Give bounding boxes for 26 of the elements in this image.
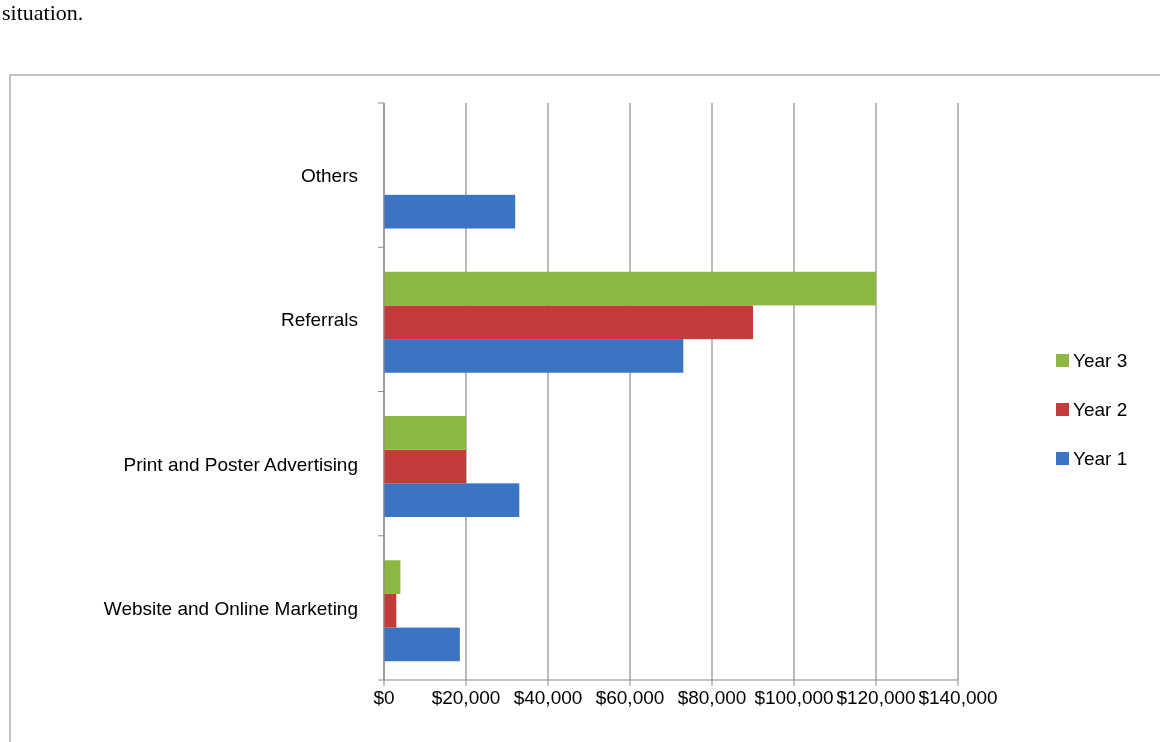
bar xyxy=(384,593,397,628)
y-tick-label: Others xyxy=(300,165,358,187)
bar xyxy=(384,416,466,450)
legend-label: Year 3 xyxy=(1073,350,1128,371)
legend-label: Year 2 xyxy=(1073,399,1128,420)
y-tick-label: Print and Poster Advertising xyxy=(123,453,358,475)
bar xyxy=(384,194,516,229)
bar xyxy=(384,483,520,517)
text: situation. xyxy=(2,0,84,25)
bar xyxy=(384,627,460,662)
x-tick-label: $60,000 xyxy=(595,687,665,708)
bar xyxy=(384,449,466,484)
x-tick-label: $100,000 xyxy=(754,687,834,708)
y-tick-label: Referrals xyxy=(280,309,358,331)
bar xyxy=(384,339,684,373)
bar xyxy=(384,271,876,306)
x-tick-label: $40,000 xyxy=(513,687,583,708)
x-tick-label: $80,000 xyxy=(677,687,747,708)
x-tick-label: $0 xyxy=(373,687,395,708)
bar xyxy=(384,560,401,594)
x-tick-label: $120,000 xyxy=(836,687,916,708)
bar xyxy=(384,305,753,340)
x-tick-label: $140,000 xyxy=(918,687,998,708)
x-tick-label: $20,000 xyxy=(431,687,501,708)
legend-label: Year 1 xyxy=(1073,448,1128,469)
y-tick-label: Website and Online Marketing xyxy=(103,597,358,619)
